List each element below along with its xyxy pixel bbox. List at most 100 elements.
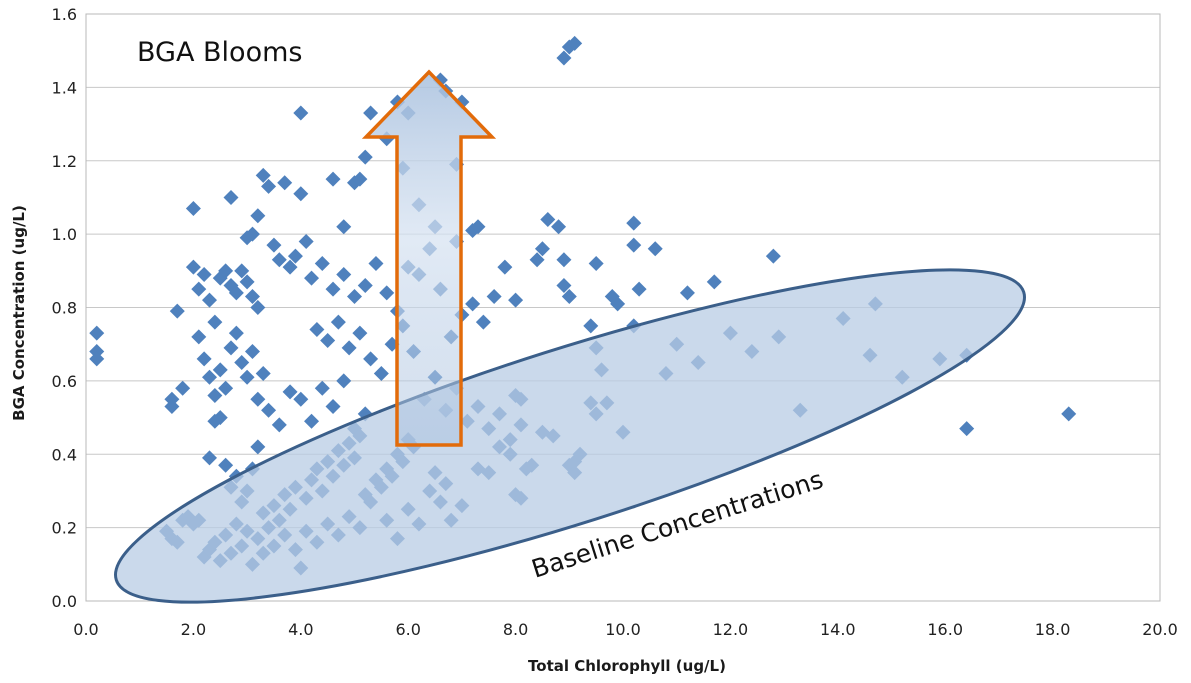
data-point [239,230,255,246]
y-tick-label: 1.2 [52,152,77,171]
data-point [250,439,266,455]
data-point [352,325,368,341]
data-point [223,340,239,356]
x-axis-title: Total Chlorophyll (ug/L) [528,657,726,675]
x-tick-labels: 0.0 2.0 4.0 6.0 8.0 10.0 12.0 14.0 16.0 18.0 20.0 [73,620,1178,639]
data-point [255,366,271,382]
x-tick-label: 8.0 [503,620,528,639]
data-point [588,255,604,271]
x-tick-label: 16.0 [927,620,963,639]
data-point [298,233,314,249]
data-point [282,384,298,400]
data-point [583,318,599,334]
y-tick-labels: 0.0 0.2 0.4 0.6 0.8 1.0 1.2 1.4 1.6 [52,5,77,611]
data-point [218,263,234,279]
x-tick-label: 2.0 [181,620,206,639]
data-point [212,362,228,378]
data-point [271,417,287,433]
data-point [202,292,218,308]
plot-area [85,13,1161,602]
x-tick-label: 10.0 [605,620,641,639]
y-tick-label: 0.0 [52,592,77,611]
data-point [347,288,362,304]
data-point [341,340,357,356]
y-tick-label: 1.0 [52,225,77,244]
data-point [357,277,373,293]
data-point [706,274,722,290]
data-point [556,252,572,268]
y-tick-label: 0.2 [52,519,77,538]
data-point [271,252,287,268]
x-tick-label: 14.0 [820,620,856,639]
data-point [196,351,212,367]
data-point [185,259,201,275]
data-point [234,355,250,371]
data-point [363,351,379,367]
data-point [556,50,572,66]
data-point [175,380,191,396]
data-point [765,248,781,264]
data-point [497,259,513,275]
data-point [330,314,346,330]
data-point [244,344,260,360]
data-point [277,175,293,191]
data-point [202,369,218,385]
x-tick-label: 4.0 [288,620,313,639]
data-point [191,281,207,297]
y-tick-label: 0.8 [52,299,77,318]
bloom-arrow [361,69,497,447]
data-point [357,149,373,165]
data-point [959,421,975,437]
data-point [250,391,266,407]
data-point [679,285,695,301]
data-point [202,450,218,466]
data-point [261,402,277,418]
y-tick-label: 1.4 [52,78,77,97]
bga-blooms-label: BGA Blooms [137,37,302,68]
data-point [207,314,223,330]
data-point [89,325,105,341]
data-point [320,333,336,349]
x-tick-label: 12.0 [713,620,749,639]
data-point [325,281,341,297]
data-point [89,351,105,367]
data-point [266,237,282,253]
data-point [212,410,228,426]
data-point [196,266,212,282]
x-tick-label: 6.0 [395,620,420,639]
data-point [465,296,481,312]
data-point [218,457,234,473]
data-point [293,186,309,202]
data-point [164,399,180,415]
y-tick-label: 0.6 [52,372,77,391]
data-point [314,380,330,396]
data-point [336,266,352,282]
data-point [325,399,341,415]
data-point [540,211,556,227]
data-point [647,241,663,257]
data-point [234,263,250,279]
data-point [309,322,325,338]
data-point [529,252,545,268]
data-point [1061,406,1077,422]
data-point [626,215,642,231]
y-tick-label: 0.4 [52,445,77,464]
data-point [325,171,341,187]
data-point [250,208,266,224]
data-point [282,259,298,275]
data-point [185,200,201,216]
x-tick-label: 18.0 [1035,620,1071,639]
data-point [551,219,567,235]
data-point [556,277,572,293]
data-point [373,366,389,382]
data-point [255,167,271,183]
data-point [314,255,330,271]
data-point [631,281,647,297]
data-point [561,288,577,304]
data-point [293,391,309,407]
y-tick-label: 1.6 [52,5,77,24]
data-point [567,35,583,51]
data-point [336,373,352,389]
data-point [191,329,207,345]
